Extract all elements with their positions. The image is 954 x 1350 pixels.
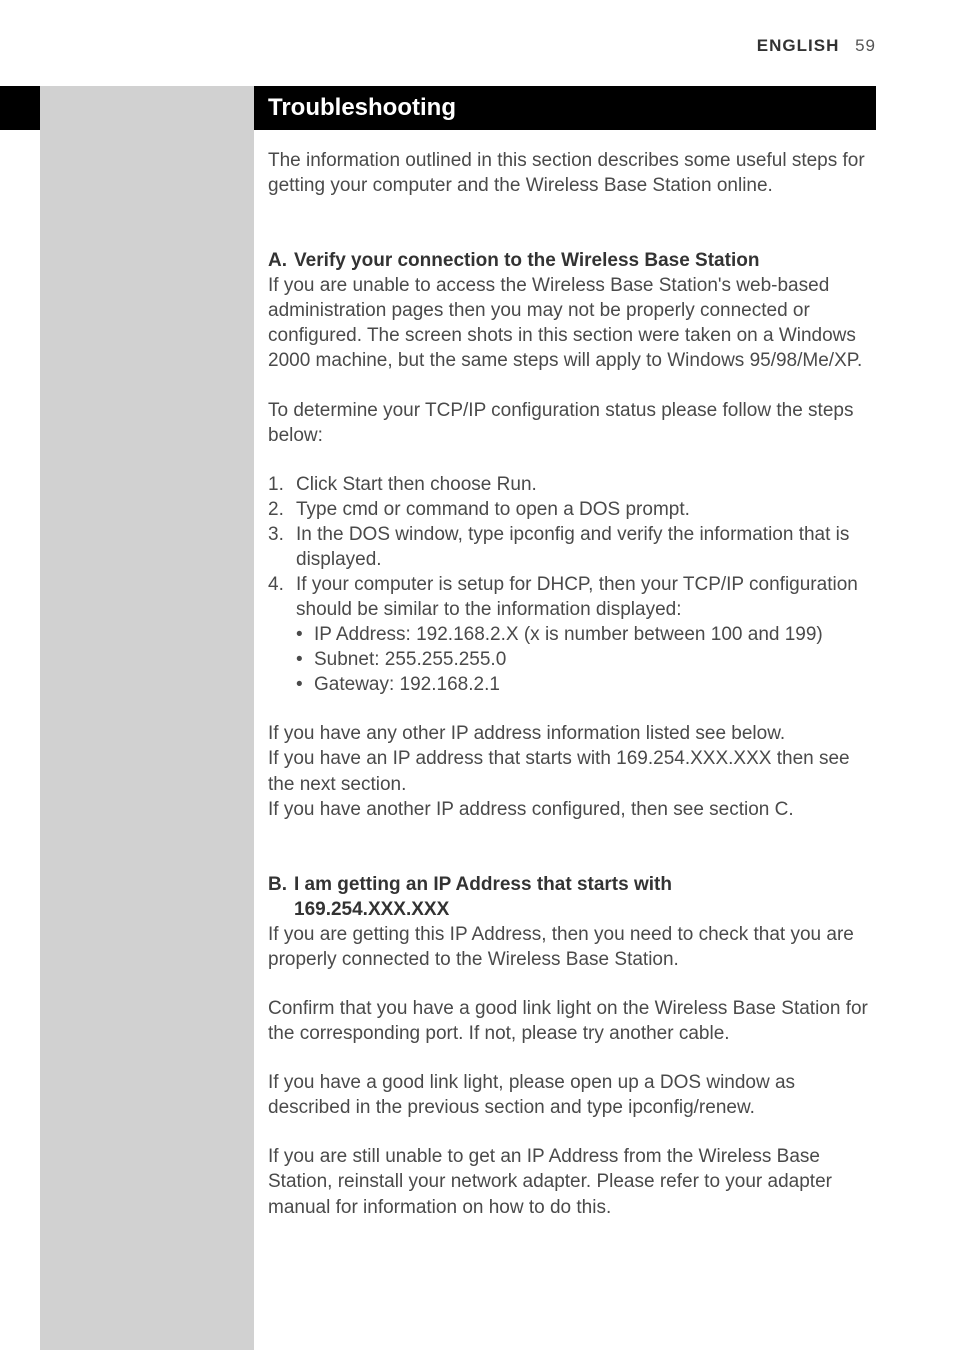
section-heading-bar: Troubleshooting (254, 86, 876, 130)
step-text: Type cmd or command to open a DOS prompt… (296, 497, 876, 522)
section-b-p3: If you have a good link light, please op… (268, 1070, 876, 1120)
bullet-text: Subnet: 255.255.255.0 (314, 647, 506, 672)
section-a-p1: If you are unable to access the Wireless… (268, 273, 876, 373)
step-number: 4. (268, 572, 296, 622)
section-b-p2: Confirm that you have a good link light … (268, 996, 876, 1046)
section-a-p4: If you have an IP address that starts wi… (268, 746, 876, 796)
intro-paragraph: The information outlined in this section… (268, 148, 876, 198)
step-text: If your computer is setup for DHCP, then… (296, 572, 876, 622)
page-number: 59 (855, 36, 876, 55)
section-b-p4: If you are still unable to get an IP Add… (268, 1144, 876, 1219)
section-a-heading: A. Verify your connection to the Wireles… (268, 248, 876, 273)
step-item: 1. Click Start then choose Run. (268, 472, 876, 497)
step-number: 1. (268, 472, 296, 497)
section-heading-text: Troubleshooting (268, 94, 456, 122)
language-label: ENGLISH (757, 36, 840, 55)
step-text: In the DOS window, type ipconfig and ver… (296, 522, 876, 572)
step-item: 3. In the DOS window, type ipconfig and … (268, 522, 876, 572)
bullets-list: IP Address: 192.168.2.X (x is number bet… (268, 622, 876, 697)
step-item: 2. Type cmd or command to open a DOS pro… (268, 497, 876, 522)
step-item: 4. If your computer is setup for DHCP, t… (268, 572, 876, 622)
section-a-p5: If you have another IP address configure… (268, 797, 876, 822)
section-b-p1: If you are getting this IP Address, then… (268, 922, 876, 972)
section-b-title2: 169.254.XXX.XXX (268, 897, 876, 922)
section-a-title: Verify your connection to the Wireless B… (294, 248, 759, 273)
section-a-letter: A. (268, 248, 294, 273)
heading-bar-left-black (0, 86, 40, 130)
bullet-text: Gateway: 192.168.2.1 (314, 672, 500, 697)
step-number: 3. (268, 522, 296, 572)
content-area: The information outlined in this section… (268, 148, 876, 1220)
sidebar-gray-block (40, 86, 254, 1350)
section-a-p3: If you have any other IP address informa… (268, 721, 876, 746)
section-b-letter: B. (268, 872, 294, 897)
bullet-item: IP Address: 192.168.2.X (x is number bet… (296, 622, 876, 647)
steps-list: 1. Click Start then choose Run. 2. Type … (268, 472, 876, 622)
bullet-item: Subnet: 255.255.255.0 (296, 647, 876, 672)
bullet-text: IP Address: 192.168.2.X (x is number bet… (314, 622, 823, 647)
step-number: 2. (268, 497, 296, 522)
section-b-title1: I am getting an IP Address that starts w… (294, 872, 672, 897)
section-b-heading: B. I am getting an IP Address that start… (268, 872, 876, 897)
step-text: Click Start then choose Run. (296, 472, 876, 497)
page-header: ENGLISH 59 (757, 36, 876, 56)
section-a-p2: To determine your TCP/IP configuration s… (268, 398, 876, 448)
bullet-item: Gateway: 192.168.2.1 (296, 672, 876, 697)
